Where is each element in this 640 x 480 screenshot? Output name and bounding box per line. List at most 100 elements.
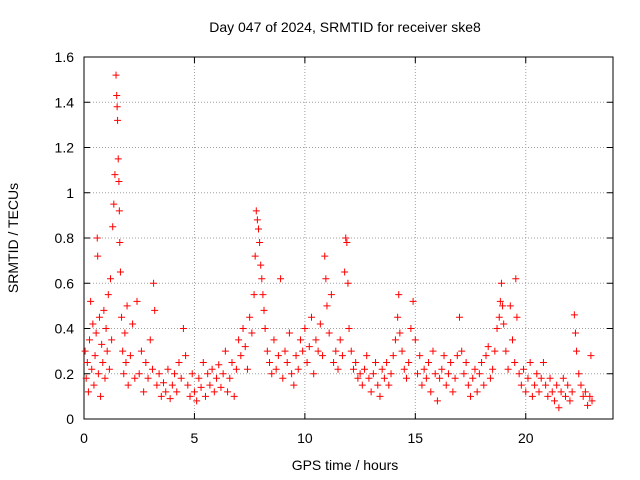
data-point [564, 381, 572, 389]
data-point [226, 374, 234, 382]
data-point [493, 325, 501, 332]
data-point [387, 370, 395, 378]
data-point [380, 374, 388, 382]
data-point [253, 216, 261, 224]
data-point [195, 374, 203, 382]
data-point [86, 336, 94, 344]
data-point [398, 347, 406, 355]
data-point [270, 336, 278, 344]
data-point [114, 155, 122, 163]
data-point [251, 252, 259, 260]
data-point [496, 297, 504, 305]
data-point [179, 325, 187, 332]
data-point [480, 381, 488, 389]
x-tick-label: 10 [297, 430, 313, 446]
data-point [546, 374, 554, 382]
data-point [553, 381, 561, 389]
data-point [171, 370, 179, 378]
data-point [314, 347, 322, 355]
data-point [91, 352, 99, 360]
data-point [511, 358, 519, 366]
data-point [177, 374, 185, 382]
data-point [343, 239, 351, 247]
data-point [391, 336, 399, 344]
data-point [491, 347, 499, 355]
data-point [248, 329, 256, 337]
data-point [254, 225, 262, 233]
data-point [442, 381, 450, 389]
data-point [92, 329, 100, 337]
data-point [354, 374, 362, 382]
data-point [482, 352, 490, 360]
y-tick-label: 0.8 [55, 230, 75, 246]
y-tick-label: 1 [66, 185, 74, 201]
data-point [420, 365, 428, 373]
data-point [330, 358, 338, 366]
data-point [113, 103, 121, 111]
data-point [142, 358, 150, 366]
data-point [332, 347, 340, 355]
data-point [588, 397, 596, 405]
data-point [184, 381, 192, 389]
data-point [268, 370, 276, 378]
data-point [344, 279, 352, 287]
data-point [414, 370, 422, 378]
data-point [116, 268, 124, 276]
data-point [261, 325, 269, 332]
data-point [121, 329, 129, 337]
data-point [358, 381, 366, 389]
data-point [509, 336, 517, 344]
data-point [374, 381, 382, 389]
data-point [107, 275, 115, 283]
data-point [122, 358, 130, 366]
data-point [274, 352, 282, 360]
data-point [84, 388, 92, 396]
data-point [425, 358, 433, 366]
data-point [250, 291, 258, 299]
data-point [129, 320, 137, 328]
data-point [568, 388, 576, 396]
data-point [522, 388, 530, 396]
data-point [365, 374, 373, 382]
data-point [235, 336, 243, 344]
data-point [217, 383, 225, 391]
data-point [224, 388, 232, 396]
x-tick-label: 5 [191, 430, 199, 446]
data-point [81, 347, 89, 355]
data-point [515, 370, 523, 378]
data-point [146, 336, 154, 344]
data-point [283, 358, 291, 366]
data-point [520, 365, 528, 373]
data-point [290, 381, 298, 389]
data-point [94, 370, 102, 378]
data-point [157, 392, 165, 400]
data-point [258, 275, 266, 283]
data-point [573, 347, 581, 355]
data-point [259, 291, 267, 299]
y-tick-label: 1.2 [55, 140, 75, 156]
data-point [82, 374, 90, 382]
data-point [204, 370, 212, 378]
data-point [131, 374, 139, 382]
data-point [389, 352, 397, 360]
data-point [363, 352, 371, 360]
data-point [210, 388, 218, 396]
data-point [123, 302, 131, 310]
data-point [260, 306, 268, 314]
data-point [517, 381, 525, 389]
data-point [99, 358, 107, 366]
data-point [471, 365, 479, 373]
data-point [308, 313, 316, 321]
axis-ticks [83, 56, 613, 420]
data-point [361, 365, 369, 373]
data-point [221, 347, 229, 355]
data-point [94, 252, 102, 260]
data-point [175, 358, 183, 366]
data-point [372, 358, 380, 366]
data-point [215, 361, 223, 369]
data-point [104, 291, 112, 299]
data-point [232, 365, 240, 373]
data-point [429, 347, 437, 355]
data-point [228, 358, 236, 366]
data-point [447, 358, 455, 366]
